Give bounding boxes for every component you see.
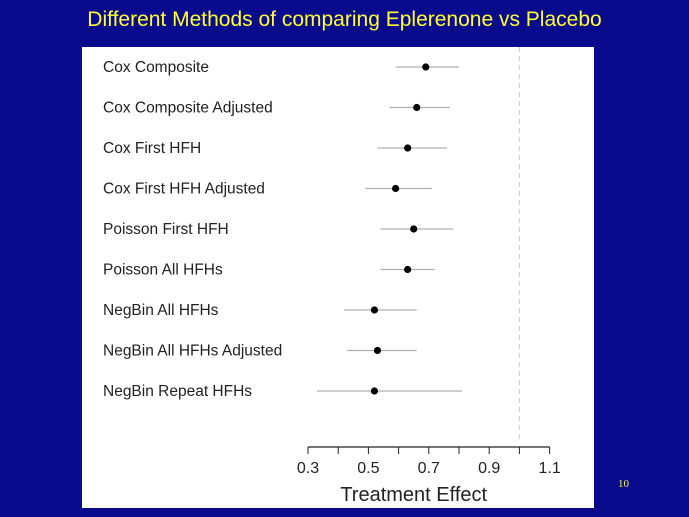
point-estimate [404, 144, 412, 152]
x-axis-label: Treatment Effect [340, 484, 487, 506]
x-tick-label: 0.7 [418, 460, 440, 477]
row-label: NegBin All HFHs Adjusted [103, 343, 282, 360]
slide-number: 10 [618, 478, 629, 490]
row-label: Poisson All HFHs [103, 262, 223, 279]
point-estimate [373, 346, 382, 355]
chart-panel: Cox Composite Cox Composite Adjusted Cox F… [82, 47, 594, 508]
row-label: NegBin Repeat HFHs [103, 383, 252, 400]
row-label: Cox Composite Adjusted [103, 100, 273, 117]
row-label: NegBin All HFHs [103, 302, 219, 319]
point-estimate [370, 387, 379, 395]
point-estimate [391, 184, 400, 193]
row-label: Cox Composite [103, 59, 209, 76]
x-tick-label: 0.5 [357, 460, 379, 477]
point-estimate [422, 63, 430, 71]
slide-title: Different Methods of comparing Eplerenon… [87, 8, 602, 31]
forest-plot: Cox Composite Cox Composite Adjusted Cox F… [103, 47, 561, 506]
point-estimate [370, 306, 379, 314]
row-label: Cox First HFH Adjusted [103, 181, 265, 198]
x-tick-label: 0.3 [297, 460, 319, 477]
point-estimate [413, 103, 421, 112]
row-label: Cox First HFH [103, 140, 201, 157]
point-estimate [410, 225, 418, 233]
point-estimate [404, 265, 412, 274]
x-tick-label: 1.1 [538, 460, 560, 477]
row-label: Poisson First HFH [103, 221, 229, 238]
x-tick-label: 0.9 [478, 460, 500, 477]
